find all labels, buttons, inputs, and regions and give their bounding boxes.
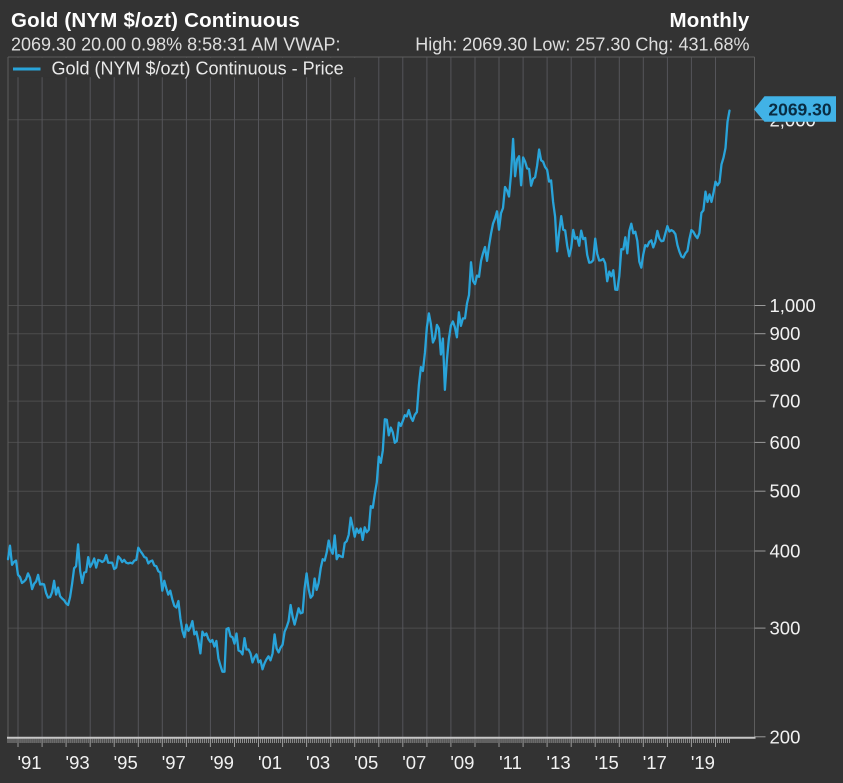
svg-text:'93: '93 xyxy=(66,752,90,773)
svg-text:200: 200 xyxy=(770,726,801,747)
svg-text:'91: '91 xyxy=(17,752,41,773)
svg-text:700: 700 xyxy=(770,391,801,412)
svg-text:400: 400 xyxy=(770,541,801,562)
svg-text:300: 300 xyxy=(770,618,801,639)
svg-text:'99: '99 xyxy=(210,752,234,773)
svg-text:Gold (NYM $/ozt) Continuous -: Gold (NYM $/ozt) Continuous - Price xyxy=(52,59,344,79)
svg-text:'11: '11 xyxy=(499,752,522,773)
svg-text:Monthly: Monthly xyxy=(670,9,750,32)
svg-text:High: 2069.30 Low: 257.30 Chg:: High: 2069.30 Low: 257.30 Chg: 431.68% xyxy=(415,34,749,54)
svg-text:2069.30: 2069.30 xyxy=(768,100,832,120)
svg-text:'95: '95 xyxy=(114,752,138,773)
svg-text:'01: '01 xyxy=(258,752,282,773)
svg-text:'17: '17 xyxy=(643,752,667,773)
svg-text:'03: '03 xyxy=(306,752,330,773)
svg-text:'09: '09 xyxy=(450,752,474,773)
svg-text:800: 800 xyxy=(770,355,801,376)
svg-text:'15: '15 xyxy=(595,752,619,773)
svg-text:600: 600 xyxy=(770,432,801,453)
svg-text:'19: '19 xyxy=(691,752,715,773)
svg-text:Gold (NYM $/ozt) Continuous: Gold (NYM $/ozt) Continuous xyxy=(11,9,300,32)
svg-text:900: 900 xyxy=(770,323,801,344)
svg-text:'97: '97 xyxy=(162,752,186,773)
svg-text:'05: '05 xyxy=(354,752,378,773)
svg-text:500: 500 xyxy=(770,481,801,502)
svg-text:2069.30 20.00 0.98% 8:58:31 AM: 2069.30 20.00 0.98% 8:58:31 AM VWAP: xyxy=(11,34,341,54)
svg-text:'07: '07 xyxy=(402,752,426,773)
svg-text:1,000: 1,000 xyxy=(770,295,816,316)
svg-text:'13: '13 xyxy=(547,752,571,773)
